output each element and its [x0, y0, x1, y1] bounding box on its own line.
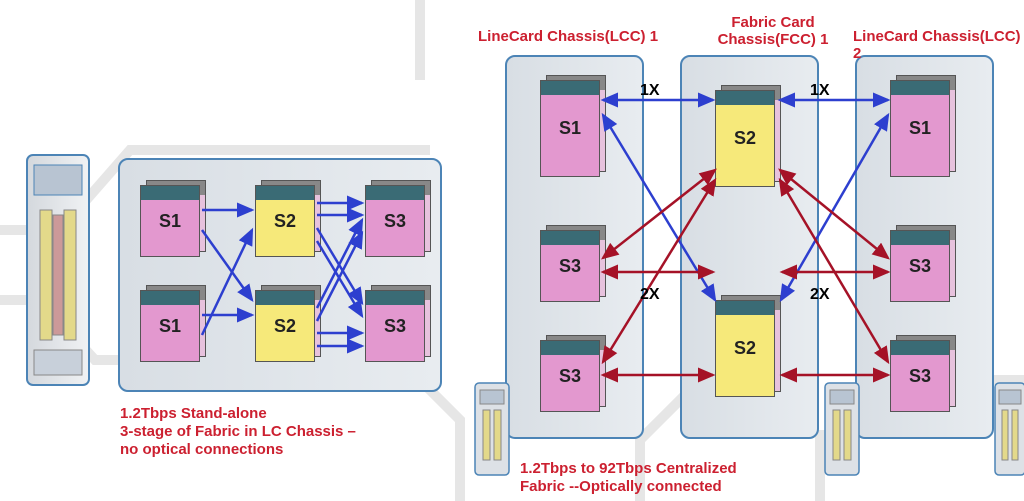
rack-left	[22, 150, 102, 395]
rack-fcc	[822, 380, 864, 480]
fcc-s2a-label: S2	[715, 90, 775, 187]
card-s2-2-label: S2	[255, 290, 315, 362]
lcc1-s1-label: S1	[540, 80, 600, 177]
label-1x-a: 1X	[640, 82, 660, 100]
label-2x-a: 2X	[640, 286, 660, 304]
title-fcc: Fabric Card Chassis(FCC) 1	[708, 14, 838, 48]
card-s1-1-label: S1	[140, 185, 200, 257]
label-2x-b: 2X	[810, 286, 830, 304]
left-caption-2: 3-stage of Fabric in LC Chassis –	[120, 423, 356, 440]
lcc2-s3b-label: S3	[890, 340, 950, 412]
left-caption-3: no optical connections	[120, 441, 283, 458]
fcc-s2b-label: S2	[715, 300, 775, 397]
card-s3-1-label: S3	[365, 185, 425, 257]
rack-lcc1	[472, 380, 514, 480]
card-s1-2-label: S1	[140, 290, 200, 362]
card-s3-2-label: S3	[365, 290, 425, 362]
right-caption-2: Fabric --Optically connected	[520, 478, 722, 495]
left-caption-1: 1.2Tbps Stand-alone	[120, 405, 267, 422]
label-1x-b: 1X	[810, 82, 830, 100]
title-lcc1: LineCard Chassis(LCC) 1	[478, 28, 658, 45]
lcc1-s3a-label: S3	[540, 230, 600, 302]
lcc2-s1-label: S1	[890, 80, 950, 177]
lcc1-s3b-label: S3	[540, 340, 600, 412]
lcc2-s3a-label: S3	[890, 230, 950, 302]
right-caption-1: 1.2Tbps to 92Tbps Centralized	[520, 460, 737, 477]
rack-lcc2	[992, 380, 1024, 480]
card-s2-1-label: S2	[255, 185, 315, 257]
title-lcc2: LineCard Chassis(LCC) 2	[853, 28, 1024, 62]
